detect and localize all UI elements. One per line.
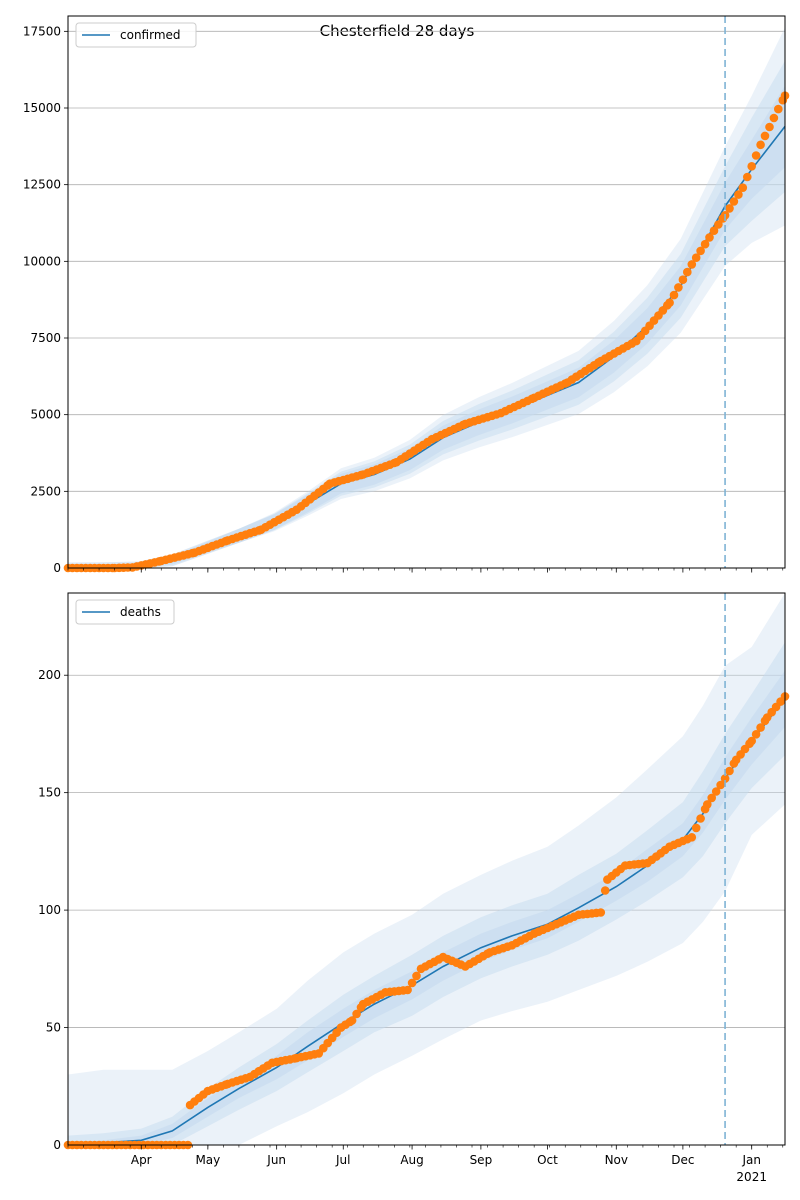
deaths-data-point [347,1016,357,1025]
deaths-data-point [720,774,730,783]
confirmed-data-point [674,283,683,292]
confirmed-data-point [743,172,752,182]
confirmed-data-point [705,233,714,242]
deaths-data-point [711,787,721,796]
confirmed-data-point [729,197,739,206]
confirmed-uncertainty-band [68,85,785,568]
xtick-label: Aug [400,1153,423,1167]
confirmed-data-point [700,239,710,249]
confirmed-ytick-label: 12500 [23,178,61,192]
confirmed-uncertainty-band [68,60,785,569]
deaths-data-point [596,908,606,917]
deaths-panel: 0 50 100 150 200 Apr May Jun Jul Aug Sep Oct Nov Dec J… [38,592,790,1184]
confirmed-panel: 0 2500 5000 7500 10000 12500 15000 17500 confirm… [23,15,790,575]
deaths-data-point [751,730,761,739]
deaths-data-point [747,736,756,746]
deaths-data-point [696,814,705,823]
confirmed-data-point [769,113,779,123]
deaths-data-point [403,985,412,995]
confirmed-ytick-label: 10000 [23,254,61,268]
deaths-data-point [716,780,725,790]
xtick-label: Jun [266,1153,286,1167]
deaths-ytick-label: 50 [46,1021,61,1035]
deaths-data-point [707,793,716,803]
confirmed-ytick-label: 0 [53,561,61,575]
confirmed-data-point [665,298,674,308]
confirmed-legend-box [75,22,197,48]
deaths-data-point [691,823,701,833]
deaths-data-point [407,978,417,988]
confirmed-ytick-label: 2500 [30,484,61,498]
deaths-uncertainty-band [68,642,785,1145]
xtick-label: Jul [335,1153,350,1167]
deaths-axes-frame [67,592,786,1146]
confirmed-data-point [760,131,770,141]
xtick-label: Dec [671,1153,694,1167]
confirmed-data-point [687,260,697,269]
deaths-data-point [725,766,734,776]
xtick-label: Nov [605,1153,628,1167]
confirmed-data-point [678,275,688,285]
confirmed-data-point [738,183,748,192]
deaths-data-point [687,833,697,842]
deaths-data-point [600,886,610,895]
confirmed-data-point [709,226,719,235]
confirmed-axes-frame [67,15,786,569]
confirmed-ytick-label: 15000 [23,101,61,115]
deaths-legend-box [75,599,175,625]
confirmed-data-point [725,204,734,213]
deaths-ytick-label: 200 [38,668,61,682]
confirmed-data-point [669,290,679,300]
deaths-ytick-label: 0 [53,1138,61,1152]
confirmed-legend-label: confirmed [120,28,181,42]
deaths-data-point [412,971,421,981]
confirmed-data-point [747,162,756,171]
confirmed-data-point [734,190,743,199]
deaths-legend-label: deaths [120,605,161,619]
deaths-ytick-label: 100 [38,903,61,917]
xtick-year-label: 2021 [736,1170,767,1184]
confirmed-data-point [714,220,723,229]
xtick-label: May [195,1153,220,1167]
confirmed-ytick-label: 17500 [23,24,61,38]
confirmed-data-point [683,267,692,277]
confirmed-data-point [765,122,774,132]
confirmed-ytick-label: 7500 [30,331,61,345]
xtick-label: Sep [470,1153,493,1167]
confirmed-data-point [774,104,783,114]
deaths-data-point [352,1009,361,1019]
deaths-ytick-label: 150 [38,786,61,800]
confirmed-data-point [756,140,765,150]
deaths-data-point [756,723,765,732]
xtick-label: Apr [131,1153,152,1167]
confirmed-ytick-label: 5000 [30,408,61,422]
confirmed-data-point [696,246,705,256]
xtick-label: Jan [741,1153,761,1167]
confirmed-model-line [67,125,786,569]
deaths-model-line [67,698,786,1146]
confirmed-data-point [751,151,761,160]
confirmed-data-point [691,253,701,262]
xtick-label: Oct [537,1153,558,1167]
deaths-data-point [703,800,712,809]
